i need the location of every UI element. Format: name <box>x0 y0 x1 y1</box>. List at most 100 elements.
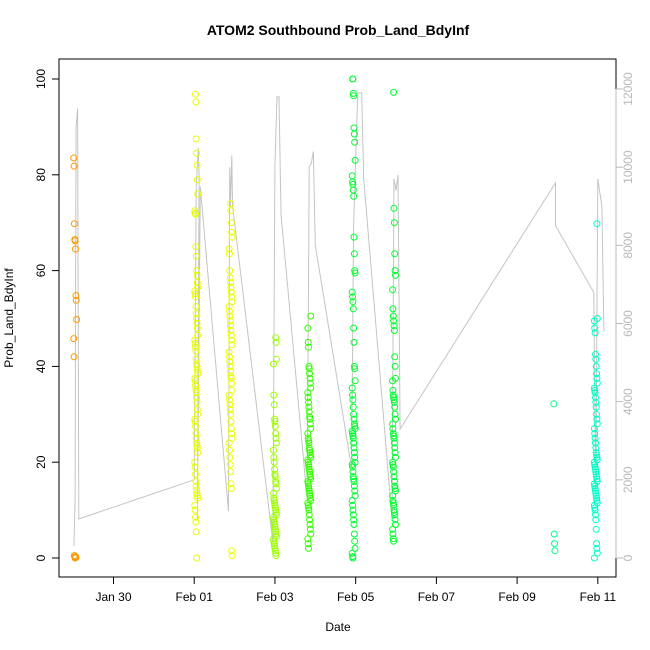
data-point <box>192 518 200 526</box>
data-point <box>391 267 399 275</box>
data-point <box>193 319 201 327</box>
data-point <box>390 468 398 476</box>
data-point <box>304 394 312 401</box>
data-point <box>390 506 398 514</box>
data-point <box>306 468 314 476</box>
data-point <box>271 523 279 531</box>
data-point <box>70 335 78 343</box>
data-point <box>307 312 315 320</box>
data-point <box>193 176 201 184</box>
y-tick-label: 60 <box>34 264 48 278</box>
data-point <box>192 513 199 521</box>
data-point <box>349 463 357 471</box>
data-point <box>590 425 598 433</box>
data-point <box>390 473 398 481</box>
data-point <box>270 489 277 497</box>
data-point <box>192 293 199 301</box>
data-point <box>228 233 236 241</box>
data-point <box>593 220 601 228</box>
data-point <box>271 547 279 555</box>
data-point <box>389 312 397 320</box>
data-point <box>271 470 279 478</box>
data-point <box>350 130 358 138</box>
data-point <box>226 396 233 404</box>
data-point <box>592 525 600 533</box>
data-point <box>389 499 397 507</box>
data-point <box>193 366 201 374</box>
data-point <box>391 444 399 452</box>
data-point <box>306 492 314 500</box>
data-point <box>192 135 200 143</box>
data-point <box>304 430 312 437</box>
data-point <box>193 489 201 497</box>
data-point <box>304 338 312 346</box>
data-point <box>349 506 357 514</box>
data-point <box>391 410 399 418</box>
y2-tick-label: 8000 <box>621 232 635 259</box>
data-point <box>226 307 233 315</box>
data-point <box>226 358 234 366</box>
data-point <box>304 324 312 332</box>
data-point <box>348 288 356 296</box>
data-point <box>349 391 357 399</box>
y-axis-right: 0 2000 4000 6000 8000 10000 12000 <box>615 72 635 561</box>
data-point <box>270 516 278 524</box>
data-point <box>593 544 601 552</box>
data-point <box>350 192 358 200</box>
x-axis-label: Date <box>325 620 351 634</box>
data-point <box>270 535 277 543</box>
data-point <box>306 525 314 533</box>
data-point <box>227 374 235 382</box>
data-point <box>227 279 234 287</box>
data-point <box>351 537 359 545</box>
data-point <box>390 398 398 406</box>
y-axis-left: 0 20 40 60 80 100 <box>34 69 60 561</box>
data-point <box>227 425 235 433</box>
data-point <box>305 511 313 519</box>
data-point <box>590 554 598 562</box>
data-point <box>591 506 599 514</box>
data-point <box>390 434 398 442</box>
data-point <box>70 162 78 170</box>
data-point <box>350 444 358 452</box>
data-point <box>590 384 598 392</box>
data-point <box>593 451 600 459</box>
data-point <box>304 458 312 466</box>
data-point <box>390 317 398 325</box>
data-point <box>350 449 358 457</box>
data-point <box>271 521 279 528</box>
data-point <box>593 374 601 382</box>
data-point <box>272 334 280 342</box>
data-point <box>304 535 312 543</box>
data-point <box>590 501 598 509</box>
data-point <box>270 446 277 454</box>
x-tick-label: Feb 09 <box>498 590 536 604</box>
data-point <box>193 161 201 169</box>
data-point <box>350 482 358 490</box>
data-point <box>272 439 280 447</box>
data-point <box>592 468 600 476</box>
data-point <box>271 499 279 507</box>
data-point <box>227 322 234 330</box>
data-point <box>350 521 358 528</box>
data-point <box>272 477 280 485</box>
data-point <box>349 403 357 411</box>
data-point <box>270 497 278 504</box>
data-point <box>304 501 312 509</box>
data-point <box>351 365 359 373</box>
data-point <box>389 492 397 500</box>
data-point <box>305 444 313 452</box>
x-tick-label: Feb 01 <box>176 590 214 604</box>
data-point <box>349 473 357 481</box>
data-point <box>271 415 279 423</box>
data-point <box>192 385 200 393</box>
data-point <box>192 430 200 437</box>
data-point <box>227 372 235 380</box>
data-point <box>192 470 199 478</box>
data-point <box>391 403 399 411</box>
data-point <box>593 370 600 378</box>
data-point <box>192 310 200 318</box>
data-point <box>350 338 358 346</box>
data-point <box>391 353 399 361</box>
data-point <box>592 403 600 411</box>
